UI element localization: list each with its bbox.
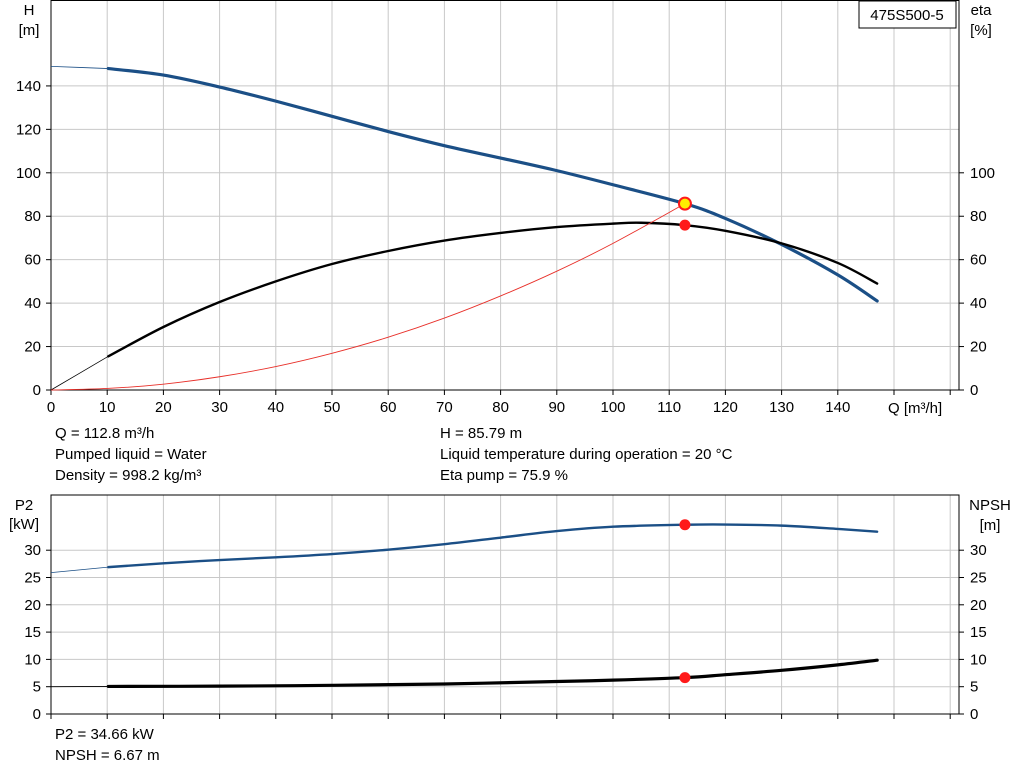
y-left-tick-label: 60	[24, 252, 41, 269]
head-axis-unit: [m]	[19, 22, 40, 39]
density-readout: Density = 998.2 kg/m³	[55, 467, 202, 484]
x-tick-label: 30	[211, 399, 228, 416]
y-left-tick-label: 80	[24, 208, 41, 225]
x-tick-label: 0	[47, 399, 55, 416]
pump-model-box	[858, 0, 957, 29]
npsh-op-point	[679, 672, 691, 684]
y-left-tick-label: 20	[24, 339, 41, 356]
x-tick-label: 70	[436, 399, 453, 416]
info-right-top: H = 85.79 m Liquid temperature during op…	[440, 423, 732, 486]
x-tick-label: 40	[267, 399, 284, 416]
head-curve	[106, 66, 879, 303]
head-curve-leadin	[50, 65, 109, 69]
y-right-tick-label: 60	[970, 252, 987, 269]
y-right-tick-label: 20	[970, 597, 987, 614]
y-right-tick-label: 0	[970, 706, 978, 723]
y-left-tick-label: 140	[16, 78, 41, 95]
head-axis-title: H	[24, 2, 35, 19]
npsh-axis-title: NPSH	[969, 497, 1011, 514]
x-tick-label: 10	[99, 399, 116, 416]
top-series-layer	[50, 65, 879, 391]
head-readout: H = 85.79 m	[440, 425, 523, 442]
y-left-tick-label: 100	[16, 165, 41, 182]
temperature-readout: Liquid temperature during operation = 20…	[440, 446, 733, 463]
p2-op-point	[679, 519, 691, 531]
y-left-tick-label: 40	[24, 295, 41, 312]
x-tick-label: 110	[657, 399, 681, 416]
system-curve	[50, 203, 686, 391]
y-left-tick-label: 25	[24, 570, 41, 587]
x-tick-label: 90	[548, 399, 565, 416]
x-tick-label: 130	[769, 399, 794, 416]
eta-curve-leadin	[50, 355, 109, 391]
y-right-tick-label: 20	[970, 339, 987, 356]
p2-curve	[107, 523, 879, 569]
p2-axis-unit: [kW]	[9, 516, 39, 533]
y-left-tick-label: 15	[24, 624, 41, 641]
top-axis-ticks: 0 20 40 60 80 100 120 140 0 20 40 60 80 100 0 10 20 30 40 5…	[16, 78, 995, 416]
x-tick-label: 140	[825, 399, 850, 416]
x-tick-label: 80	[492, 399, 509, 416]
top-operating-points	[677, 196, 692, 231]
pump-model-label: 475S500-5	[870, 7, 943, 24]
y-left-tick-label: 5	[33, 679, 41, 696]
p2-curve-leadin	[50, 566, 109, 573]
y-right-tick-label: 100	[970, 165, 995, 182]
head-op-point	[677, 196, 692, 211]
info-left-top: Q = 112.8 m³/h Pumped liquid = Water Den…	[55, 423, 207, 486]
p2-readout: P2 = 34.66 kW	[55, 726, 154, 743]
npsh-readout: NPSH = 6.67 m	[55, 747, 160, 764]
y-left-tick-label: 20	[24, 597, 41, 614]
x-tick-label: 20	[155, 399, 172, 416]
npsh-curve	[106, 658, 879, 689]
y-right-tick-label: 15	[970, 624, 987, 641]
bottom-series-layer	[50, 523, 879, 689]
bottom-axis-ticks: 0 5 10 15 20 25 30 0 5 10 15 20 25 30	[24, 542, 986, 723]
y-left-tick-label: 10	[24, 651, 41, 668]
npsh-axis-unit: [m]	[980, 517, 1001, 534]
y-right-tick-label: 30	[970, 542, 987, 559]
x-tick-label: 50	[324, 399, 341, 416]
y-right-tick-label: 40	[970, 295, 987, 312]
p2-axis-title: P2	[15, 497, 33, 514]
top-plot-grid	[50, 0, 959, 390]
flow-readout: Q = 112.8 m³/h	[55, 425, 155, 442]
liquid-readout: Pumped liquid = Water	[55, 446, 207, 463]
x-tick-label: 100	[600, 399, 625, 416]
y-left-tick-label: 0	[33, 706, 41, 723]
y-right-tick-label: 80	[970, 208, 987, 225]
bottom-operating-points	[679, 519, 691, 684]
y-right-tick-label: 0	[970, 382, 978, 399]
eta-axis-unit: [%]	[970, 22, 992, 39]
x-tick-label: 60	[380, 399, 397, 416]
eta-readout: Eta pump = 75.9 %	[440, 467, 568, 484]
y-left-tick-label: 120	[16, 121, 41, 138]
top-plot-frame	[50, 0, 960, 391]
y-left-tick-label: 30	[24, 542, 41, 559]
info-bottom: P2 = 34.66 kW NPSH = 6.67 m	[55, 724, 160, 766]
y-left-tick-label: 0	[33, 382, 41, 399]
y-right-tick-label: 10	[970, 651, 987, 668]
eta-axis-title: eta	[971, 2, 993, 19]
y-right-tick-label: 25	[970, 570, 987, 587]
y-right-tick-label: 5	[970, 679, 978, 696]
eta-op-point	[679, 219, 691, 231]
x-tick-label: 120	[713, 399, 738, 416]
flow-axis-title: Q [m³/h]	[888, 400, 942, 417]
eta-curve	[107, 221, 879, 358]
